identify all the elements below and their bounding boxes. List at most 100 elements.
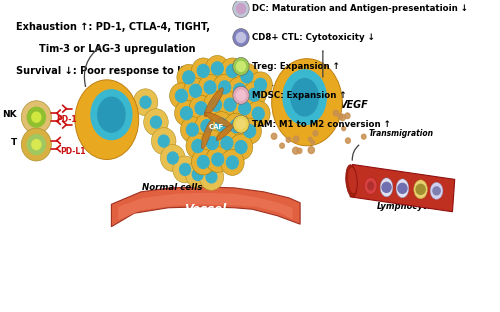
Circle shape bbox=[215, 130, 238, 156]
Ellipse shape bbox=[430, 183, 443, 199]
Circle shape bbox=[297, 148, 302, 154]
Circle shape bbox=[212, 62, 224, 75]
Text: PD-L1: PD-L1 bbox=[60, 147, 86, 156]
Circle shape bbox=[244, 124, 256, 138]
Circle shape bbox=[233, 115, 249, 133]
Circle shape bbox=[32, 112, 41, 122]
Circle shape bbox=[398, 183, 407, 193]
Circle shape bbox=[218, 81, 230, 94]
Ellipse shape bbox=[346, 165, 358, 197]
Circle shape bbox=[177, 64, 201, 90]
Ellipse shape bbox=[204, 88, 224, 117]
Ellipse shape bbox=[291, 79, 318, 116]
Circle shape bbox=[170, 83, 193, 109]
Polygon shape bbox=[112, 187, 300, 227]
Text: Treg: Expansion ↑: Treg: Expansion ↑ bbox=[252, 62, 340, 71]
Circle shape bbox=[28, 134, 46, 154]
Circle shape bbox=[210, 112, 234, 138]
Circle shape bbox=[32, 139, 41, 149]
Ellipse shape bbox=[205, 112, 232, 127]
Ellipse shape bbox=[368, 182, 374, 190]
Text: PD-1: PD-1 bbox=[56, 115, 76, 124]
Circle shape bbox=[226, 64, 238, 77]
Circle shape bbox=[180, 117, 204, 143]
Circle shape bbox=[228, 77, 252, 103]
Circle shape bbox=[186, 123, 198, 136]
Circle shape bbox=[234, 83, 245, 96]
Circle shape bbox=[224, 113, 248, 139]
Circle shape bbox=[192, 149, 215, 175]
Circle shape bbox=[210, 98, 222, 111]
Circle shape bbox=[206, 137, 218, 149]
Circle shape bbox=[206, 147, 230, 173]
Circle shape bbox=[201, 120, 213, 133]
Circle shape bbox=[233, 0, 249, 17]
Circle shape bbox=[416, 184, 425, 194]
Circle shape bbox=[192, 139, 203, 153]
Circle shape bbox=[286, 137, 291, 142]
Circle shape bbox=[235, 63, 258, 89]
Polygon shape bbox=[118, 193, 292, 220]
Circle shape bbox=[248, 72, 272, 98]
Text: DC: Maturation and Antigen-presentatioin ↓: DC: Maturation and Antigen-presentatioin… bbox=[252, 4, 468, 13]
Circle shape bbox=[195, 102, 207, 115]
Circle shape bbox=[346, 138, 350, 143]
Text: NK: NK bbox=[2, 110, 17, 119]
Circle shape bbox=[152, 128, 176, 154]
Circle shape bbox=[190, 84, 202, 97]
Circle shape bbox=[198, 64, 209, 77]
Circle shape bbox=[206, 171, 217, 183]
Ellipse shape bbox=[75, 80, 138, 159]
Circle shape bbox=[308, 137, 312, 141]
Circle shape bbox=[313, 131, 318, 136]
Text: Lymphocyte: Lymphocyte bbox=[376, 202, 433, 211]
Circle shape bbox=[186, 133, 210, 159]
Ellipse shape bbox=[414, 180, 428, 199]
Circle shape bbox=[230, 120, 242, 133]
Circle shape bbox=[241, 70, 253, 83]
Circle shape bbox=[218, 92, 242, 118]
Circle shape bbox=[192, 58, 215, 84]
Text: Normal cells: Normal cells bbox=[142, 183, 202, 192]
Circle shape bbox=[174, 100, 198, 126]
Circle shape bbox=[362, 134, 366, 139]
Circle shape bbox=[220, 58, 244, 84]
Ellipse shape bbox=[91, 90, 132, 139]
Circle shape bbox=[233, 95, 256, 121]
Ellipse shape bbox=[364, 178, 377, 194]
Circle shape bbox=[144, 109, 168, 136]
Circle shape bbox=[184, 78, 208, 104]
Circle shape bbox=[433, 187, 440, 195]
Circle shape bbox=[248, 88, 260, 101]
Circle shape bbox=[192, 168, 203, 180]
Circle shape bbox=[216, 118, 228, 131]
Circle shape bbox=[345, 113, 350, 119]
Circle shape bbox=[22, 128, 52, 161]
Ellipse shape bbox=[380, 178, 393, 197]
Circle shape bbox=[173, 156, 198, 183]
Circle shape bbox=[342, 126, 345, 131]
Circle shape bbox=[189, 95, 213, 121]
Circle shape bbox=[242, 82, 266, 108]
Circle shape bbox=[254, 78, 266, 91]
Text: Survival ↓: Poor response to IL-7 or IL-15: Survival ↓: Poor response to IL-7 or IL-… bbox=[16, 66, 243, 76]
Circle shape bbox=[311, 140, 314, 144]
Circle shape bbox=[338, 114, 343, 119]
Text: Vessel: Vessel bbox=[184, 203, 226, 216]
Text: VEGF: VEGF bbox=[339, 100, 368, 110]
Ellipse shape bbox=[272, 59, 342, 146]
Text: Transmigration: Transmigration bbox=[369, 129, 434, 138]
Ellipse shape bbox=[396, 179, 409, 198]
Circle shape bbox=[195, 113, 218, 139]
Circle shape bbox=[158, 135, 169, 147]
Circle shape bbox=[213, 74, 236, 100]
Circle shape bbox=[224, 98, 236, 111]
Circle shape bbox=[198, 74, 222, 100]
Circle shape bbox=[246, 101, 270, 127]
Text: MDSC: Expansion ↑: MDSC: Expansion ↑ bbox=[252, 91, 347, 100]
Circle shape bbox=[200, 130, 224, 156]
Circle shape bbox=[176, 89, 188, 102]
Circle shape bbox=[238, 118, 262, 144]
Text: TAM: M1 to M2 conversion ↑: TAM: M1 to M2 conversion ↑ bbox=[252, 119, 391, 129]
Ellipse shape bbox=[216, 124, 234, 140]
